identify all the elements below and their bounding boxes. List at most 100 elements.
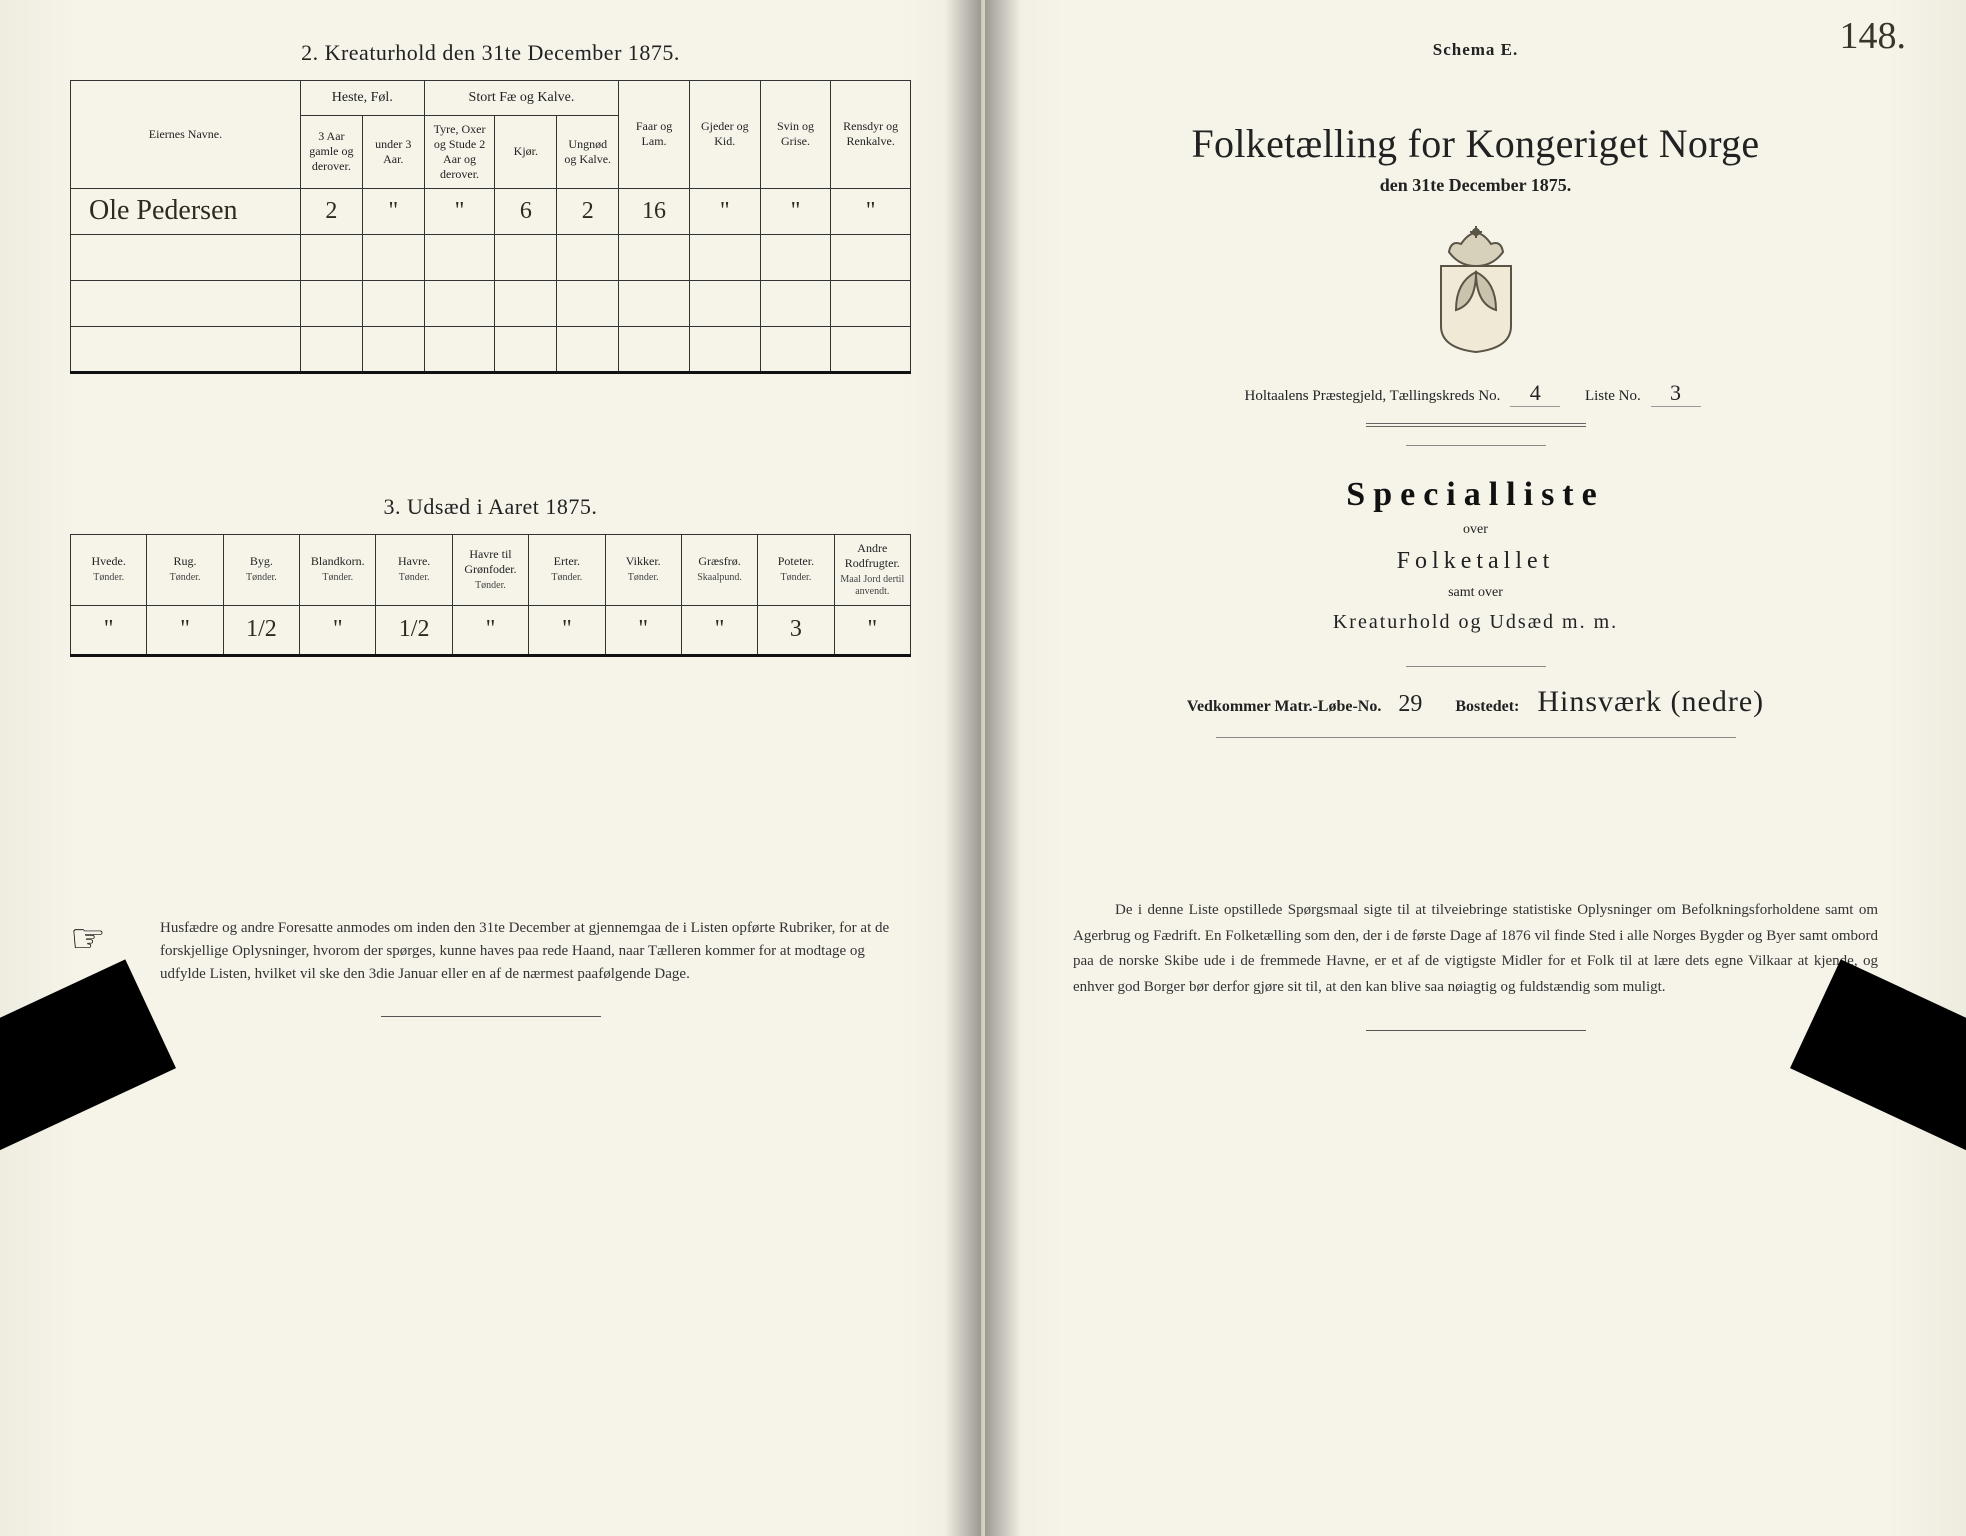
matr-number: 29 [1385, 691, 1435, 718]
specialliste-title: Specialliste [1055, 476, 1896, 514]
reg-prefix: Holtaalens Præstegjeld, Tællingskreds No… [1244, 388, 1500, 404]
pointing-hand-icon: ☞ [70, 919, 106, 959]
table-head: Eiernes Navne. Heste, Føl. Stort Fæ og K… [71, 81, 911, 189]
col-rensdyr: Rensdyr og Renkalve. [831, 81, 911, 189]
seed-value-cell: " [147, 605, 223, 655]
seed-col-header: Blandkorn.Tønder. [300, 534, 376, 605]
value-cell [619, 234, 690, 280]
seed-value-cell: " [452, 605, 528, 655]
seed-value-cell: 1/2 [223, 605, 299, 655]
value-cell: 16 [619, 188, 690, 234]
kreaturhold-line: Kreaturhold og Udsæd m. m. [1055, 611, 1896, 634]
value-cell [424, 326, 495, 372]
divider [1366, 423, 1586, 427]
seed-value-cell: " [681, 605, 757, 655]
sub-heste-a: 3 Aar gamle og derover. [300, 115, 362, 188]
seed-value-cell: " [605, 605, 681, 655]
col-faar: Faar og Lam. [619, 81, 690, 189]
table-row: ""1/2"1/2""""3" [71, 605, 911, 655]
table-row [71, 280, 911, 326]
matr-line: Vedkommer Matr.-Løbe-No. 29 Bostedet: Hi… [1055, 685, 1896, 719]
value-cell: " [831, 188, 911, 234]
col-svin: Svin og Grise. [760, 81, 831, 189]
group-storfe: Stort Fæ og Kalve. [424, 81, 619, 116]
royal-crest-icon [1421, 224, 1531, 354]
value-cell [557, 234, 619, 280]
value-cell [760, 326, 831, 372]
table-head-row: Hvede.Tønder.Rug.Tønder.Byg.Tønder.Bland… [71, 534, 911, 605]
value-cell [689, 234, 760, 280]
left-page: 2. Kreaturhold den 31te December 1875. E… [0, 0, 983, 1536]
seed-col-header: Rug.Tønder. [147, 534, 223, 605]
census-title: Folketælling for Kongeriget Norge [1055, 120, 1896, 167]
seed-col-header: Græsfrø.Skaalpund. [681, 534, 757, 605]
value-cell [362, 326, 424, 372]
value-cell [300, 234, 362, 280]
footnote-block: ☞ Husfædre og andre Foresatte anmodes om… [70, 917, 911, 987]
col-owner: Eiernes Navne. [71, 81, 301, 189]
sub-stor-a: Tyre, Oxer og Stude 2 Aar og derover. [424, 115, 495, 188]
divider [1366, 1030, 1586, 1031]
divider [381, 1016, 601, 1017]
seed-table: Hvede.Tønder.Rug.Tønder.Byg.Tønder.Bland… [70, 534, 911, 657]
value-cell [760, 280, 831, 326]
value-cell [495, 234, 557, 280]
sub-stor-c: Ungnød og Kalve. [557, 115, 619, 188]
spine-shadow [945, 0, 981, 1536]
value-cell [689, 326, 760, 372]
bosted-label: Bostedet: [1455, 698, 1519, 715]
bosted-value: Hinsværk (nedre) [1537, 685, 1764, 718]
sub-stor-b: Kjør. [495, 115, 557, 188]
table-row: Ole Pedersen2""6216""" [71, 188, 911, 234]
owner-cell [71, 280, 301, 326]
value-cell: " [760, 188, 831, 234]
value-cell: 2 [300, 188, 362, 234]
divider [1216, 737, 1736, 738]
seed-col-header: Vikker.Tønder. [605, 534, 681, 605]
seed-col-header: Erter.Tønder. [529, 534, 605, 605]
census-date: den 31te December 1875. [1055, 175, 1896, 196]
value-cell [557, 326, 619, 372]
value-cell: 2 [557, 188, 619, 234]
seed-col-header: Andre Rodfrugter.Maal Jord dertil anvend… [834, 534, 910, 605]
spine-shadow [985, 0, 1021, 1536]
table-row [71, 234, 911, 280]
folketallet-label: Folketallet [1055, 548, 1896, 575]
value-cell: " [689, 188, 760, 234]
right-page: 148. Schema E. Folketælling for Kongerig… [983, 0, 1966, 1536]
schema-label: Schema E. [1055, 40, 1896, 60]
seed-col-header: Poteter.Tønder. [758, 534, 834, 605]
col-gjeder: Gjeder og Kid. [689, 81, 760, 189]
value-cell [619, 280, 690, 326]
seed-col-header: Havre til Grønfoder.Tønder. [452, 534, 528, 605]
seed-col-header: Hvede.Tønder. [71, 534, 147, 605]
value-cell [495, 280, 557, 326]
owner-cell: Ole Pedersen [71, 188, 301, 234]
value-cell [362, 280, 424, 326]
kreds-number: 4 [1510, 380, 1560, 407]
value-cell [557, 280, 619, 326]
divider [1406, 666, 1546, 667]
value-cell: " [362, 188, 424, 234]
sub-heste-b: under 3 Aar. [362, 115, 424, 188]
table-row [71, 326, 911, 372]
seed-value-cell: " [300, 605, 376, 655]
footnote-text: Husfædre og andre Foresatte anmodes om i… [160, 920, 889, 983]
divider [1406, 445, 1546, 446]
page-number: 148. [1840, 14, 1907, 58]
seed-value-cell: 3 [758, 605, 834, 655]
book-spread: 2. Kreaturhold den 31te December 1875. E… [0, 0, 1966, 1536]
value-cell [760, 234, 831, 280]
seed-value-cell: 1/2 [376, 605, 452, 655]
value-cell [831, 280, 911, 326]
samt-over-label: samt over [1055, 585, 1896, 601]
seed-col-header: Havre.Tønder. [376, 534, 452, 605]
value-cell: " [424, 188, 495, 234]
livestock-table: Eiernes Navne. Heste, Føl. Stort Fæ og K… [70, 80, 911, 374]
matr-label: Vedkommer Matr.-Løbe-No. [1187, 698, 1382, 715]
owner-cell [71, 326, 301, 372]
liste-label: Liste No. [1585, 388, 1641, 404]
value-cell [831, 326, 911, 372]
over-label: over [1055, 522, 1896, 538]
registration-line: Holtaalens Præstegjeld, Tællingskreds No… [1055, 380, 1896, 407]
